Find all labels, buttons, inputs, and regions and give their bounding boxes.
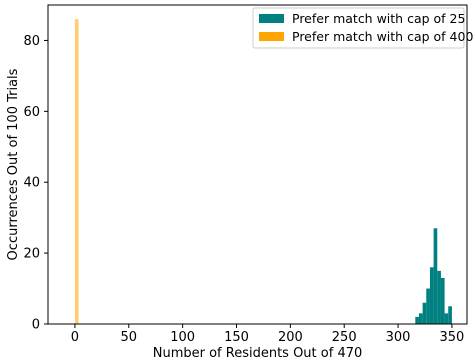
histogram-bars <box>74 19 452 325</box>
x-tick-label: 100 <box>170 330 195 345</box>
histogram-bar-cap-25-6 <box>437 270 441 324</box>
x-axis-ticks: 0 50 100 150 200 250 300 350 <box>71 324 465 345</box>
x-tick-label: 50 <box>121 330 138 345</box>
legend-label-cap-25: Prefer match with cap of 25 <box>292 11 465 26</box>
histogram-bar-cap-25-3 <box>426 288 430 324</box>
legend-label-cap-400: Prefer match with cap of 400 <box>292 29 473 44</box>
y-tick-label: 60 <box>23 105 40 120</box>
x-tick-label: 200 <box>278 330 303 345</box>
y-tick-label: 20 <box>23 247 40 262</box>
legend-box <box>252 7 465 49</box>
y-axis-ticks: 0 20 40 60 80 <box>23 34 48 333</box>
histogram-bar-cap-25-4 <box>429 267 434 324</box>
y-axis-label: Occurrences Out of 100 Trials <box>6 68 21 260</box>
x-tick-label: 350 <box>440 330 465 345</box>
histogram-bar-cap-25-0 <box>415 316 419 324</box>
legend-swatch-cap-400 <box>259 32 284 41</box>
histogram-bar-cap-400-0 <box>74 19 79 325</box>
y-tick-label: 0 <box>32 318 40 333</box>
histogram-bar-cap-25-7 <box>440 277 445 324</box>
legend: Prefer match with cap of 25 Prefer match… <box>252 7 473 49</box>
plot-frame <box>47 4 468 325</box>
histogram-bar-cap-25-1 <box>418 313 423 324</box>
y-tick-label: 40 <box>23 176 40 191</box>
histogram-bar-cap-25-2 <box>422 302 427 324</box>
histogram-bar-cap-25-9 <box>448 306 452 324</box>
x-tick-label: 300 <box>386 330 411 345</box>
histogram-bar-cap-25-8 <box>444 313 449 324</box>
x-tick-label: 0 <box>71 330 79 345</box>
y-tick-label: 80 <box>23 34 40 49</box>
histogram-bar-cap-25-5 <box>433 228 438 324</box>
x-axis-label: Number of Residents Out of 470 <box>153 346 363 361</box>
legend-swatch-cap-25 <box>259 14 284 23</box>
x-tick-label: 250 <box>332 330 357 345</box>
x-tick-label: 150 <box>224 330 249 345</box>
